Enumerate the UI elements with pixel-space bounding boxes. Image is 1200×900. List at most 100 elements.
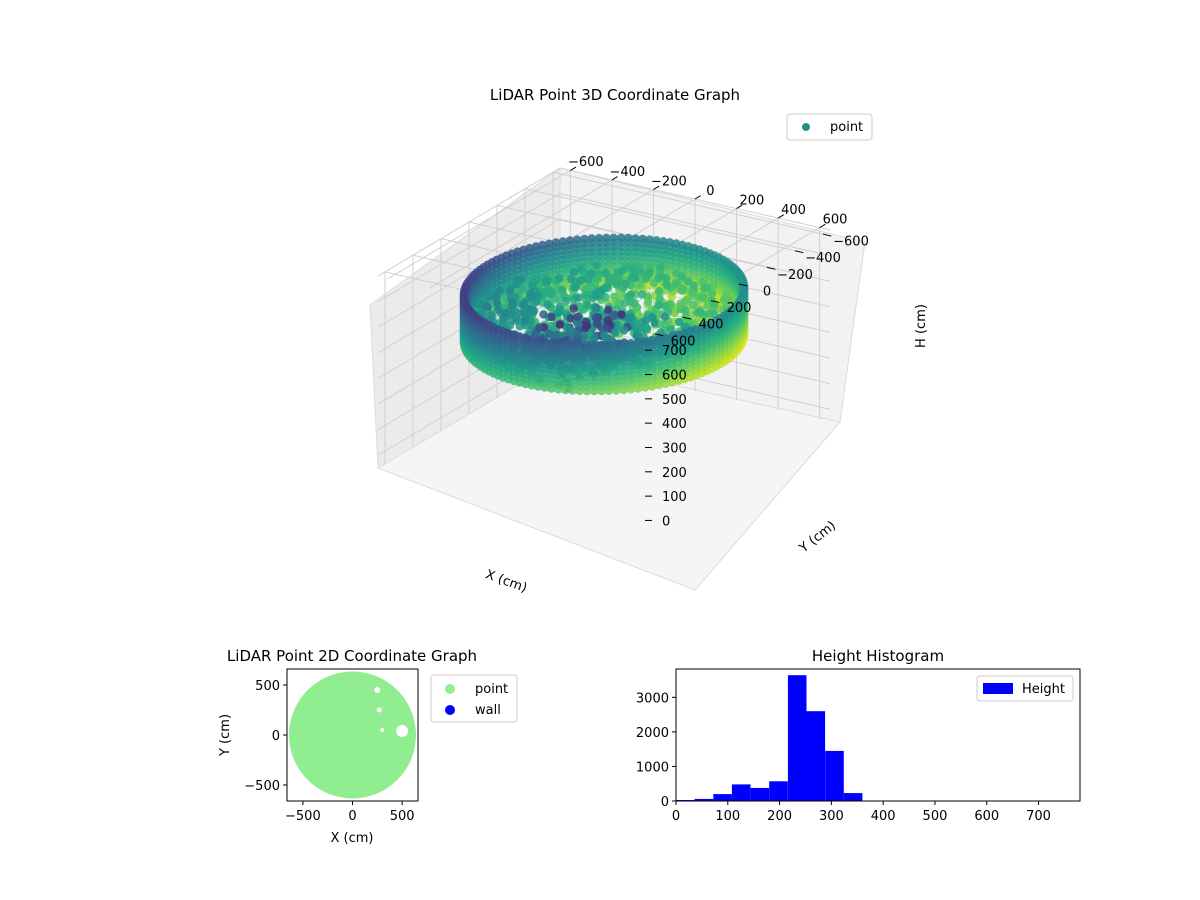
z-tick-label-3d: 300 (662, 442, 687, 457)
cloud-point (636, 267, 645, 277)
cloud-point (573, 312, 583, 321)
cloud-point (620, 299, 629, 308)
cloud-point (688, 288, 697, 297)
y-tick-label-hist: 1000 (636, 760, 669, 775)
z-tick-label-3d: 200 (662, 466, 687, 481)
cloud-point (582, 386, 592, 396)
cloud-point (546, 290, 555, 299)
disk-gap (374, 687, 381, 693)
x-tick-label-3d: 0 (706, 184, 714, 199)
cloud-point (621, 279, 630, 288)
cloud-point (674, 376, 683, 385)
legend-3d-box (786, 113, 873, 141)
x-tick-label-3d: −600 (568, 155, 604, 170)
cloud-point (512, 316, 521, 325)
cloud-point (612, 386, 621, 395)
cloud-point (526, 316, 535, 326)
x-tick-3d (736, 204, 743, 209)
cloud-point (719, 295, 729, 305)
z-tick-label-3d: 700 (662, 344, 687, 359)
cloud-point (592, 303, 601, 313)
disk-gap (396, 725, 409, 737)
cloud-point (678, 284, 687, 294)
cloud-point (650, 318, 659, 328)
y-tick-label-2d: 0 (272, 729, 280, 744)
cloud-point (494, 305, 503, 315)
cloud-point (575, 386, 584, 396)
cloud-point (630, 298, 639, 308)
cloud-point (641, 324, 650, 333)
legend-2d-marker-wall (445, 705, 455, 715)
cloud-point (667, 378, 677, 387)
cloud-point (654, 301, 664, 310)
cloud-point (539, 310, 548, 319)
legend-histogram: Height (976, 675, 1074, 702)
cloud-point (636, 281, 645, 290)
histogram-bar (787, 675, 807, 801)
chart-histogram: Height Histogram 0 100 200 300 400 500 600 7000… (636, 647, 1081, 824)
cloud-point (626, 385, 635, 394)
legend-2d: point wall (430, 674, 518, 723)
cloud-point (518, 284, 527, 294)
cloud-point (535, 323, 544, 332)
x-tick-3d (611, 176, 618, 181)
legend-histogram-box (976, 675, 1074, 702)
chart-3d: LiDAR Point 3D Coordinate Graph −600−400… (369, 86, 929, 596)
cloud-point (699, 310, 708, 319)
y-tick-3d (710, 300, 720, 304)
y-tick-label-3d: 200 (727, 301, 752, 316)
cloud-point (555, 294, 564, 303)
cloud-point (576, 276, 586, 285)
cloud-point (674, 317, 684, 327)
cloud-point (527, 293, 536, 302)
z-tick-label-3d: 400 (662, 417, 687, 432)
cloud-point (579, 333, 589, 342)
legend-3d-marker (802, 123, 810, 131)
x-tick-label-3d: 400 (781, 203, 806, 218)
x-tick-label-2d: −500 (285, 809, 321, 824)
ticks-2d: −500 0 500 −500 0 500 (244, 679, 414, 824)
cloud-point (604, 386, 614, 395)
disk-gaps-2d (374, 687, 409, 737)
cloud-point (555, 320, 565, 329)
histogram-bar (731, 784, 751, 801)
pane-floor (376, 359, 841, 591)
cloud-point (677, 272, 687, 281)
cloud-point (512, 280, 521, 289)
x-tick-label-3d: 600 (823, 213, 848, 228)
cloud-point (588, 294, 598, 303)
cloud-point (617, 266, 627, 275)
frame-histogram (675, 668, 1081, 802)
y-tick-label-3d: 400 (699, 318, 724, 333)
z-axis-label-3d: H (cm) (914, 304, 929, 348)
cloud-point (519, 316, 529, 326)
cloud-point (600, 330, 609, 340)
cloud-point (528, 310, 537, 319)
x-tick-label-hist: 0 (672, 809, 680, 824)
cloud-point (619, 326, 629, 335)
cloud-point (554, 385, 563, 394)
cloud-point (505, 287, 515, 296)
grid-line (377, 218, 831, 328)
z-tick-label-3d: 500 (662, 393, 687, 408)
cloud-point (725, 295, 735, 305)
x-tick-label-hist: 500 (923, 809, 948, 824)
y-tick-label-hist: 0 (661, 795, 669, 810)
cloud-point (647, 382, 657, 391)
y-tick-label-hist: 3000 (636, 691, 669, 706)
chart-2d-title: LiDAR Point 2D Coordinate Graph (227, 647, 477, 665)
cloud-point (561, 385, 570, 395)
legend-2d-label-wall: wall (475, 703, 501, 718)
histogram-bar (825, 750, 844, 801)
y-tick-3d (654, 333, 664, 337)
cloud-point (644, 297, 653, 306)
ticks-histogram: 0 100 200 300 400 500 600 700 0 1000 2000 3000 (636, 691, 1051, 824)
cloud-point (681, 312, 691, 322)
y-tick-label-3d: −200 (777, 268, 813, 283)
x-tick-label-hist: 300 (819, 809, 844, 824)
y-tick-label-3d: 0 (763, 285, 771, 300)
x-tick-label-2d: 0 (348, 809, 356, 824)
grid-line (377, 193, 831, 303)
cloud-point (601, 323, 611, 332)
